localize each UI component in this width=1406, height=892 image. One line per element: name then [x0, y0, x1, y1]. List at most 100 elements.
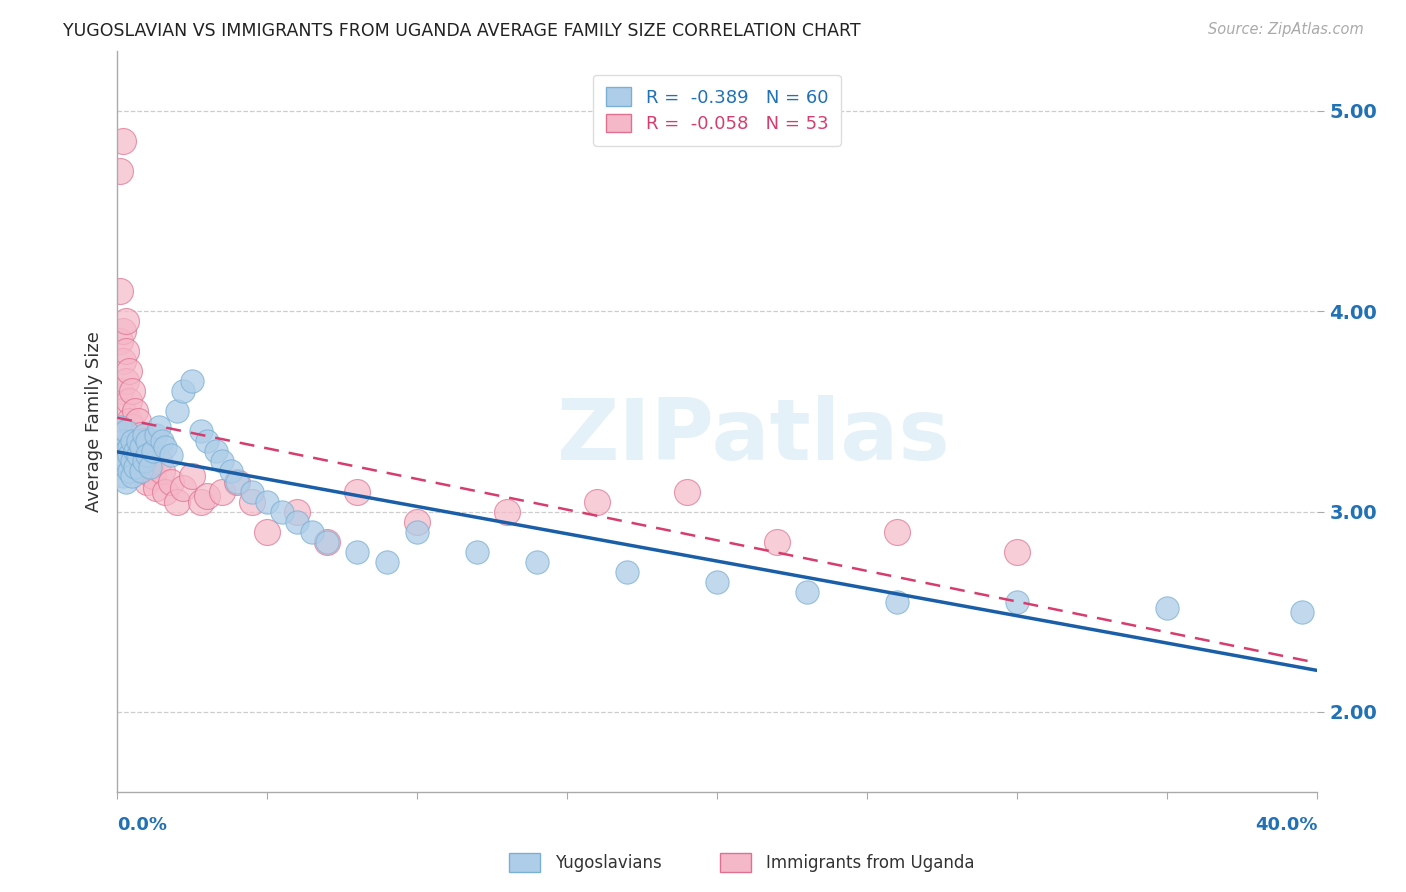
Point — [406, 515, 429, 529]
Point — [766, 534, 789, 549]
Point — [346, 544, 368, 558]
Point — [115, 454, 138, 468]
Point — [205, 444, 228, 458]
Point — [118, 441, 141, 455]
Point — [346, 484, 368, 499]
Point — [129, 441, 152, 455]
Point — [124, 460, 146, 475]
Point — [465, 544, 488, 558]
Point — [129, 465, 152, 479]
Point — [211, 454, 233, 468]
Point — [112, 354, 135, 368]
Point — [115, 475, 138, 489]
Point — [129, 454, 152, 468]
Point — [115, 444, 138, 458]
Point — [115, 425, 138, 439]
Point — [134, 454, 156, 468]
Point — [160, 449, 183, 463]
Point — [142, 444, 165, 458]
Point — [145, 428, 167, 442]
Point — [301, 524, 323, 539]
Point — [108, 460, 131, 475]
Point — [285, 515, 308, 529]
Point — [127, 449, 149, 463]
Point — [160, 475, 183, 489]
Point — [190, 425, 212, 439]
Point — [127, 441, 149, 455]
Point — [108, 420, 131, 434]
Text: ZIPatlas: ZIPatlas — [557, 395, 950, 478]
Point — [112, 434, 135, 449]
Point — [181, 374, 204, 388]
Point — [121, 468, 143, 483]
Point — [240, 494, 263, 508]
Point — [118, 414, 141, 428]
Point — [616, 565, 638, 579]
Point — [112, 468, 135, 483]
Point — [166, 494, 188, 508]
Point — [134, 428, 156, 442]
Point — [676, 484, 699, 499]
Point — [219, 465, 242, 479]
Point — [181, 468, 204, 483]
Point — [240, 484, 263, 499]
Point — [256, 524, 278, 539]
Point — [136, 449, 159, 463]
Point — [112, 404, 135, 418]
Point — [115, 314, 138, 328]
Point — [134, 465, 156, 479]
Point — [153, 441, 176, 455]
Point — [285, 505, 308, 519]
Point — [118, 394, 141, 409]
Point — [139, 460, 162, 475]
Point — [121, 434, 143, 449]
Point — [271, 505, 294, 519]
Point — [108, 444, 131, 458]
Point — [129, 428, 152, 442]
Point — [124, 404, 146, 418]
Point — [166, 404, 188, 418]
Point — [127, 434, 149, 449]
Point — [226, 475, 249, 489]
Point — [136, 449, 159, 463]
Point — [121, 384, 143, 399]
Point — [112, 449, 135, 463]
Point — [1156, 600, 1178, 615]
Point — [150, 434, 173, 449]
Point — [121, 420, 143, 434]
Text: Source: ZipAtlas.com: Source: ZipAtlas.com — [1208, 22, 1364, 37]
Point — [115, 344, 138, 359]
Point — [118, 364, 141, 378]
Point — [112, 134, 135, 148]
Point — [886, 595, 908, 609]
Point — [1007, 595, 1029, 609]
Point — [886, 524, 908, 539]
Point — [586, 494, 609, 508]
Point — [118, 449, 141, 463]
Point — [118, 465, 141, 479]
Point — [190, 494, 212, 508]
Point — [316, 534, 339, 549]
Legend: R =  -0.389   N = 60, R =  -0.058   N = 53: R = -0.389 N = 60, R = -0.058 N = 53 — [593, 75, 841, 145]
Point — [153, 484, 176, 499]
Point — [145, 481, 167, 495]
Text: Yugoslavians: Yugoslavians — [555, 855, 662, 872]
Point — [139, 460, 162, 475]
Point — [121, 444, 143, 458]
Point — [375, 555, 398, 569]
Text: 40.0%: 40.0% — [1256, 816, 1317, 834]
Point — [796, 584, 818, 599]
Point — [148, 454, 170, 468]
Point — [211, 484, 233, 499]
Point — [256, 494, 278, 508]
Point — [496, 505, 519, 519]
Point — [706, 574, 728, 589]
Point — [124, 428, 146, 442]
Point — [195, 489, 218, 503]
Point — [127, 414, 149, 428]
Point — [108, 164, 131, 178]
Point — [150, 465, 173, 479]
Text: Immigrants from Uganda: Immigrants from Uganda — [766, 855, 974, 872]
Point — [136, 475, 159, 489]
Point — [172, 384, 194, 399]
